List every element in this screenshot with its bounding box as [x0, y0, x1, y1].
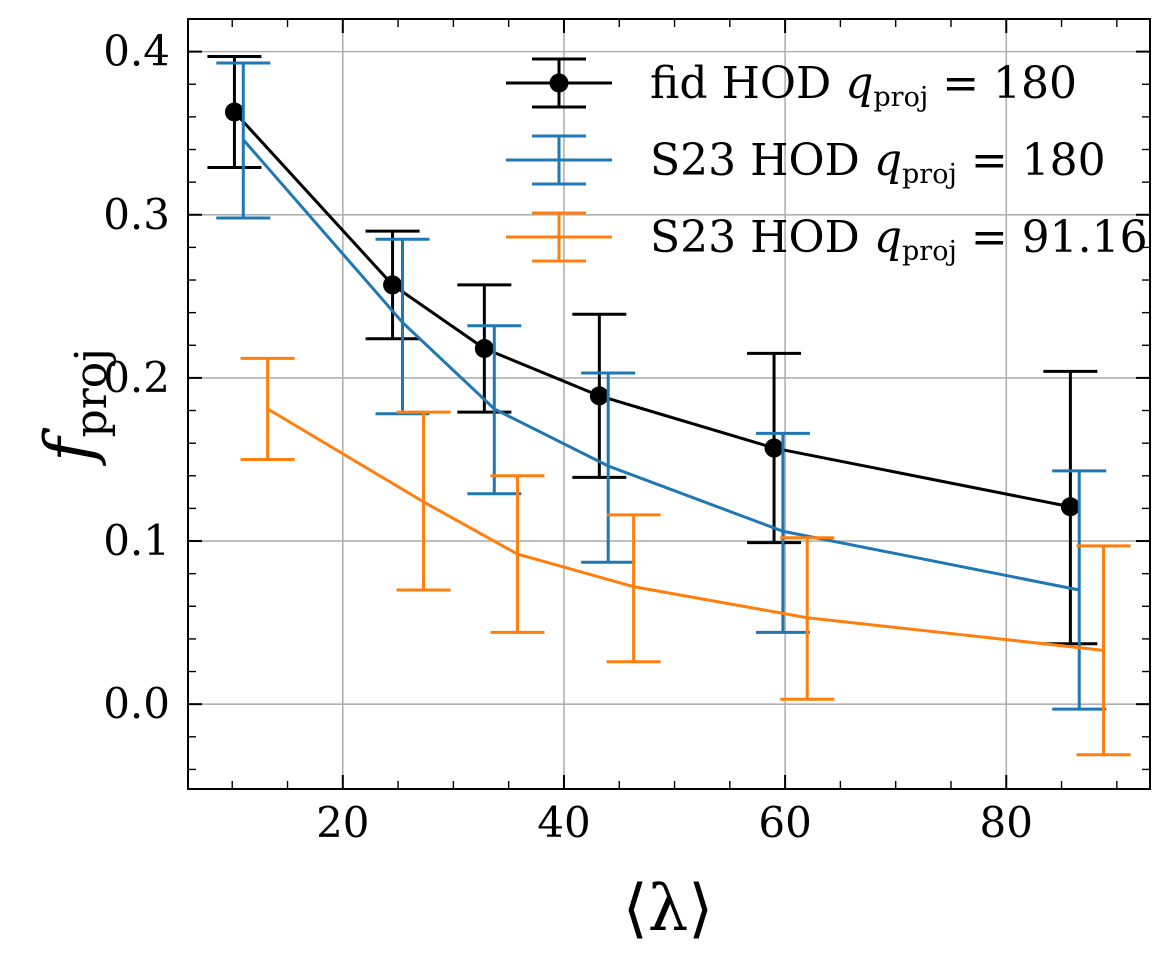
y-tick-label: 0.1 — [103, 516, 170, 565]
legend-entry-3: S23 HOD qproj = 91.16 — [506, 211, 1148, 267]
series-1 — [207, 55, 1098, 646]
data-series — [207, 55, 1131, 757]
plot-frame — [187, 18, 1151, 790]
data-point — [1060, 497, 1080, 517]
data-point — [764, 438, 784, 458]
data-point — [589, 386, 609, 406]
y-tick-label: 0.0 — [103, 679, 170, 728]
legend-label: fid HOD qproj = 180 — [650, 58, 1077, 113]
series-2 — [216, 61, 1107, 711]
series-3 — [240, 356, 1131, 757]
legend-label: S23 HOD qproj = 180 — [650, 135, 1106, 190]
y-axis-label-sub: proj — [66, 348, 117, 437]
x-tick-label: 60 — [758, 798, 811, 847]
x-axis-label: ⟨λ⟩ — [623, 872, 714, 946]
grid-lines — [188, 19, 1150, 789]
data-point — [383, 275, 403, 295]
y-tick-label: 0.3 — [103, 190, 170, 239]
tick-labels: 20 40 60 80 0.0 0.1 0.2 0.3 0.4 — [103, 27, 1033, 847]
x-tick-label: 20 — [316, 798, 369, 847]
svg-text:fproj: fproj — [31, 348, 117, 467]
data-point — [474, 339, 494, 359]
y-tick-label: 0.4 — [103, 27, 170, 76]
major-ticks — [188, 19, 1150, 789]
series-line — [266, 407, 1104, 652]
x-tick-label: 80 — [980, 798, 1033, 847]
legend-label: S23 HOD qproj = 91.16 — [650, 212, 1148, 267]
data-point — [224, 102, 244, 122]
minor-ticks — [188, 19, 1150, 789]
y-tick-label: 0.2 — [103, 353, 170, 402]
y-axis-label: fproj — [31, 348, 117, 467]
series-line — [233, 110, 1071, 509]
series-line — [242, 138, 1080, 592]
legend: fid HOD qproj = 180 S23 HOD qproj = 180 S2… — [506, 57, 1148, 267]
legend-entry-2: S23 HOD qproj = 180 — [506, 134, 1106, 190]
legend-marker — [549, 73, 569, 93]
legend-entry-1: fid HOD qproj = 180 — [506, 57, 1077, 113]
x-tick-label: 40 — [537, 798, 590, 847]
